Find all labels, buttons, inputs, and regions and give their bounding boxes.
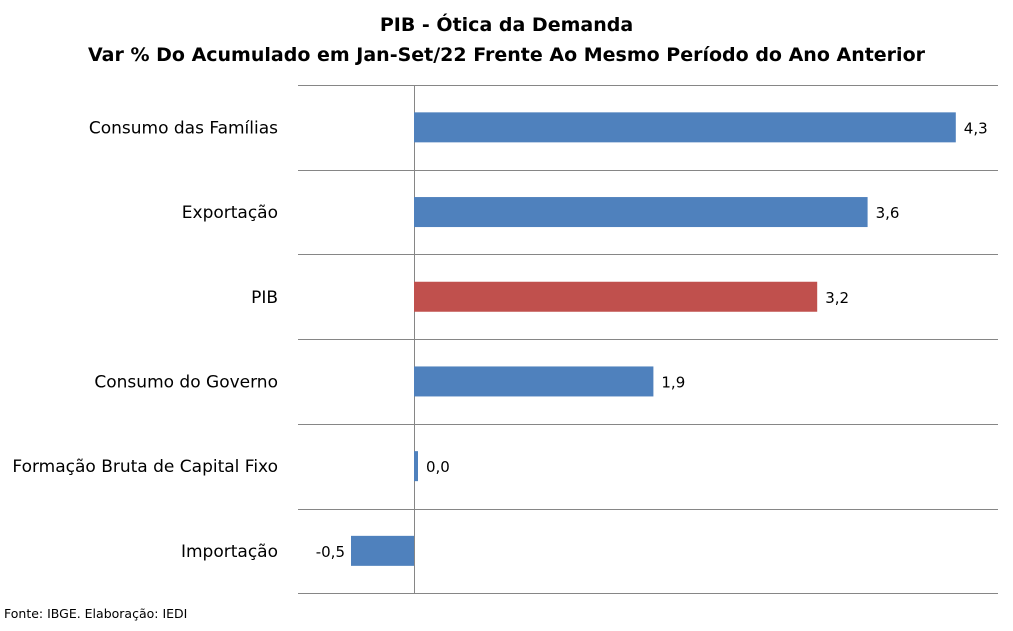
data-label: 4,3: [964, 119, 988, 137]
source-note: Fonte: IBGE. Elaboração: IEDI: [4, 606, 188, 621]
chart-title: PIB - Ótica da Demanda: [379, 14, 634, 36]
category-label: Formação Bruta de Capital Fixo: [12, 457, 278, 477]
bar: [351, 535, 414, 566]
data-label: -0,5: [316, 543, 345, 561]
category-label: Exportação: [182, 203, 278, 223]
bar-highlight: [414, 281, 818, 312]
bar: [414, 197, 868, 228]
category-label: Consumo das Famílias: [89, 118, 278, 138]
category-label: Consumo do Governo: [94, 372, 278, 392]
bar: [414, 112, 956, 143]
category-label: Importação: [181, 542, 278, 562]
chart-subtitle: Var % Do Acumulado em Jan-Set/22 Frente …: [88, 44, 925, 66]
data-label: 3,2: [825, 289, 849, 307]
data-label: 1,9: [661, 373, 685, 391]
data-label: 0,0: [426, 458, 450, 476]
bar: [414, 366, 654, 397]
category-label: PIB: [251, 288, 278, 308]
bar: [414, 451, 418, 482]
data-label: 3,6: [876, 204, 900, 222]
